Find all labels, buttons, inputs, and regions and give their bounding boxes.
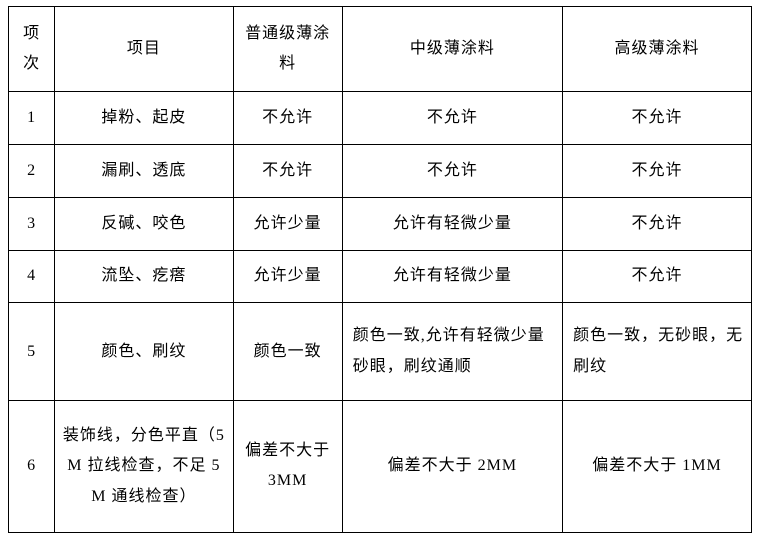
cell-index: 5: [9, 303, 55, 400]
cell-normal: 不允许: [233, 92, 342, 145]
cell-mid: 颜色一致,允许有轻微少量砂眼，刷纹通顺: [342, 303, 562, 400]
cell-item: 漏刷、透底: [55, 145, 233, 198]
cell-index: 6: [9, 400, 55, 532]
cell-item: 掉粉、起皮: [55, 92, 233, 145]
cell-high: 不允许: [563, 92, 752, 145]
cell-index: 4: [9, 250, 55, 303]
cell-mid: 允许有轻微少量: [342, 197, 562, 250]
table-row: 5 颜色、刷纹 颜色一致 颜色一致,允许有轻微少量砂眼，刷纹通顺 颜色一致，无砂…: [9, 303, 752, 400]
table-container: 项次 项目 普通级薄涂料 中级薄涂料 高级薄涂料 1 掉粉、起皮 不允许 不允许…: [0, 0, 760, 539]
cell-item: 反碱、咬色: [55, 197, 233, 250]
cell-normal: 允许少量: [233, 250, 342, 303]
spec-table: 项次 项目 普通级薄涂料 中级薄涂料 高级薄涂料 1 掉粉、起皮 不允许 不允许…: [8, 6, 752, 533]
cell-normal: 偏差不大于 3MM: [233, 400, 342, 532]
table-row: 3 反碱、咬色 允许少量 允许有轻微少量 不允许: [9, 197, 752, 250]
cell-high: 不允许: [563, 250, 752, 303]
cell-index: 2: [9, 145, 55, 198]
cell-mid: 偏差不大于 2MM: [342, 400, 562, 532]
cell-index: 3: [9, 197, 55, 250]
col-header-item: 项目: [55, 7, 233, 92]
cell-high: 颜色一致，无砂眼，无刷纹: [563, 303, 752, 400]
col-header-high: 高级薄涂料: [563, 7, 752, 92]
table-header-row: 项次 项目 普通级薄涂料 中级薄涂料 高级薄涂料: [9, 7, 752, 92]
table-row: 6 装饰线，分色平直（5M 拉线检查，不足 5M 通线检查） 偏差不大于 3MM…: [9, 400, 752, 532]
cell-mid: 允许有轻微少量: [342, 250, 562, 303]
cell-normal: 颜色一致: [233, 303, 342, 400]
cell-high: 偏差不大于 1MM: [563, 400, 752, 532]
col-header-mid: 中级薄涂料: [342, 7, 562, 92]
cell-item: 颜色、刷纹: [55, 303, 233, 400]
cell-index: 1: [9, 92, 55, 145]
col-header-normal: 普通级薄涂料: [233, 7, 342, 92]
cell-item: 流坠、疙瘩: [55, 250, 233, 303]
col-header-index: 项次: [9, 7, 55, 92]
cell-mid: 不允许: [342, 92, 562, 145]
table-row: 4 流坠、疙瘩 允许少量 允许有轻微少量 不允许: [9, 250, 752, 303]
cell-item: 装饰线，分色平直（5M 拉线检查，不足 5M 通线检查）: [55, 400, 233, 532]
table-row: 1 掉粉、起皮 不允许 不允许 不允许: [9, 92, 752, 145]
cell-high: 不允许: [563, 145, 752, 198]
cell-normal: 不允许: [233, 145, 342, 198]
cell-high: 不允许: [563, 197, 752, 250]
cell-normal: 允许少量: [233, 197, 342, 250]
table-row: 2 漏刷、透底 不允许 不允许 不允许: [9, 145, 752, 198]
cell-mid: 不允许: [342, 145, 562, 198]
